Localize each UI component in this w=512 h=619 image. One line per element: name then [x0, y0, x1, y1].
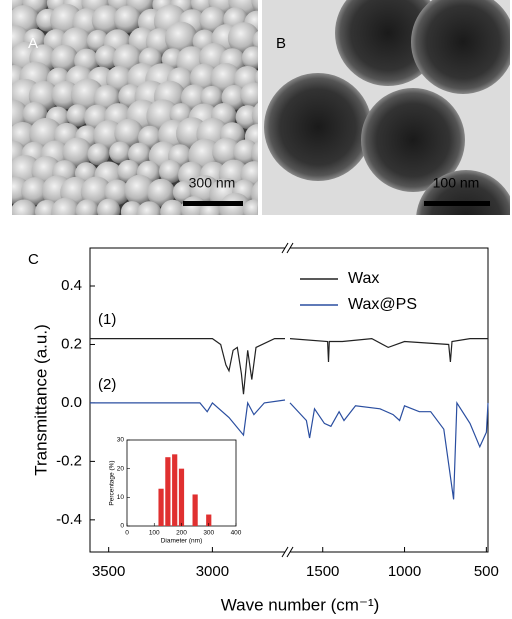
sem-image — [0, 0, 295, 227]
bar — [193, 494, 198, 526]
y-tick-label: -0.4 — [56, 511, 82, 528]
y-tick-label: 30 — [117, 437, 125, 444]
y-tick-label: -0.2 — [56, 452, 82, 469]
annotation: (1) — [98, 311, 116, 328]
y-tick-label: 0.4 — [61, 277, 82, 294]
bar — [179, 469, 184, 526]
scale-bar-label: 300 nm — [189, 175, 236, 191]
x-axis-label: Wave number (cm⁻¹) — [221, 595, 380, 614]
legend-label: Wax — [348, 270, 379, 287]
axis-break-gap — [285, 548, 290, 556]
y-tick-label: 0 — [120, 523, 124, 530]
scale-bar-label: 100 nm — [433, 175, 480, 191]
y-tick-label: 0.0 — [61, 394, 82, 411]
sphere — [137, 201, 162, 226]
x-tick-label: 200 — [176, 530, 187, 537]
legend-label: Wax@PS — [348, 296, 417, 313]
y-axis-label: Percentage (%) — [109, 460, 116, 505]
spectrum-line — [90, 339, 488, 395]
tem-image — [262, 0, 512, 270]
sphere — [10, 199, 37, 226]
y-tick-label: 20 — [117, 465, 125, 472]
x-tick-label: 300 — [203, 530, 214, 537]
x-tick-label: 500 — [474, 563, 499, 580]
sphere — [242, 46, 265, 69]
y-axis-label: Transmittance (a.u.) — [31, 324, 50, 475]
y-tick-label: 10 — [117, 494, 125, 501]
x-tick-label: 1000 — [388, 563, 421, 580]
x-tick-label: 0 — [125, 530, 129, 537]
x-tick-label: 3500 — [92, 563, 125, 580]
bar — [158, 489, 163, 526]
axis-break-gap — [285, 244, 290, 252]
panel-label: C — [28, 251, 39, 268]
panel-label: B — [276, 35, 286, 52]
bar — [165, 457, 170, 526]
x-tick-label: 400 — [231, 530, 242, 537]
x-tick-label: 3000 — [196, 563, 229, 580]
sphere — [97, 199, 120, 222]
sphere — [243, 199, 265, 221]
inset-histogram: 0 100 200 300 400 0 10 20 30 Diameter (nm) Percent… — [109, 437, 242, 545]
scale-bar — [183, 201, 243, 206]
panel-label: A — [28, 35, 38, 52]
y-tick-label: 0.2 — [61, 335, 82, 352]
scale-bar — [424, 201, 490, 206]
x-tick-label: 100 — [149, 530, 160, 537]
bar — [172, 454, 177, 526]
annotation: (2) — [98, 376, 116, 393]
figure: A 300 nm B 100 nm C 0.4 0.2 0.0 -0.2 -0.4 3500… — [0, 0, 512, 619]
sphere — [76, 199, 99, 222]
x-tick-label: 1500 — [306, 563, 339, 580]
x-axis-label: Diameter (nm) — [161, 538, 203, 545]
